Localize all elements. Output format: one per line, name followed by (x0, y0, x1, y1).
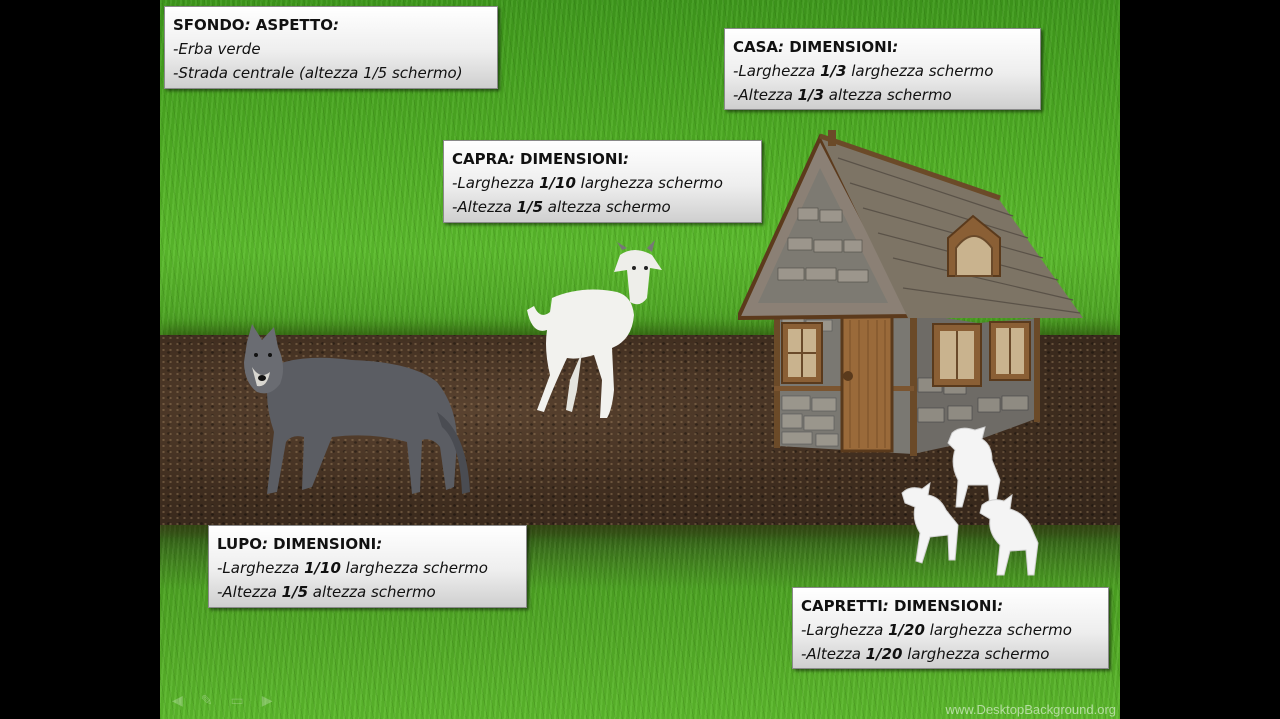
watermark: www.DesktopBackground.org (945, 702, 1116, 717)
label-casa: CASA: DIMENSIONI: -Larghezza 1/3 larghez… (724, 28, 1041, 110)
label-sfondo: SFONDO: ASPETTO: -Erba verde -Strada cen… (164, 6, 498, 89)
label-casa-line2: -Altezza 1/3 altezza schermo (733, 86, 952, 104)
house-image-icon (738, 130, 1083, 456)
label-lupo-title: LUPO: DIMENSIONI: (217, 535, 383, 553)
label-capra: CAPRA: DIMENSIONI: -Larghezza 1/10 largh… (443, 140, 762, 223)
goat-image-icon (527, 240, 662, 418)
label-casa-line1: -Larghezza 1/3 larghezza schermo (733, 62, 994, 80)
label-capretti-title: CAPRETTI: DIMENSIONI: (801, 597, 1004, 615)
slideshow-nav-icons[interactable]: ◀✎▭▶ (172, 693, 291, 709)
label-lupo: LUPO: DIMENSIONI: -Larghezza 1/10 larghe… (208, 525, 527, 608)
label-sfondo-line1: -Erba verde (173, 40, 261, 58)
label-casa-title: CASA: DIMENSIONI: (733, 38, 899, 56)
label-lupo-line1: -Larghezza 1/10 larghezza schermo (217, 559, 488, 577)
label-capra-line1: -Larghezza 1/10 larghezza schermo (452, 174, 723, 192)
label-capra-title: CAPRA: DIMENSIONI: (452, 150, 630, 168)
label-capretti: CAPRETTI: DIMENSIONI: -Larghezza 1/20 la… (792, 587, 1109, 669)
label-capretti-line1: -Larghezza 1/20 larghezza schermo (801, 621, 1072, 639)
kids-image-icon (901, 426, 1039, 576)
label-sfondo-title: SFONDO: ASPETTO: (173, 16, 339, 34)
label-capretti-line2: -Altezza 1/20 larghezza schermo (801, 645, 1050, 663)
wolf-image-icon (244, 324, 470, 494)
label-capra-line2: -Altezza 1/5 altezza schermo (452, 198, 671, 216)
label-sfondo-line2: -Strada centrale (altezza 1/5 schermo) (173, 64, 463, 82)
slide-canvas: SFONDO: ASPETTO: -Erba verde -Strada cen… (160, 0, 1120, 719)
label-lupo-line2: -Altezza 1/5 altezza schermo (217, 583, 436, 601)
